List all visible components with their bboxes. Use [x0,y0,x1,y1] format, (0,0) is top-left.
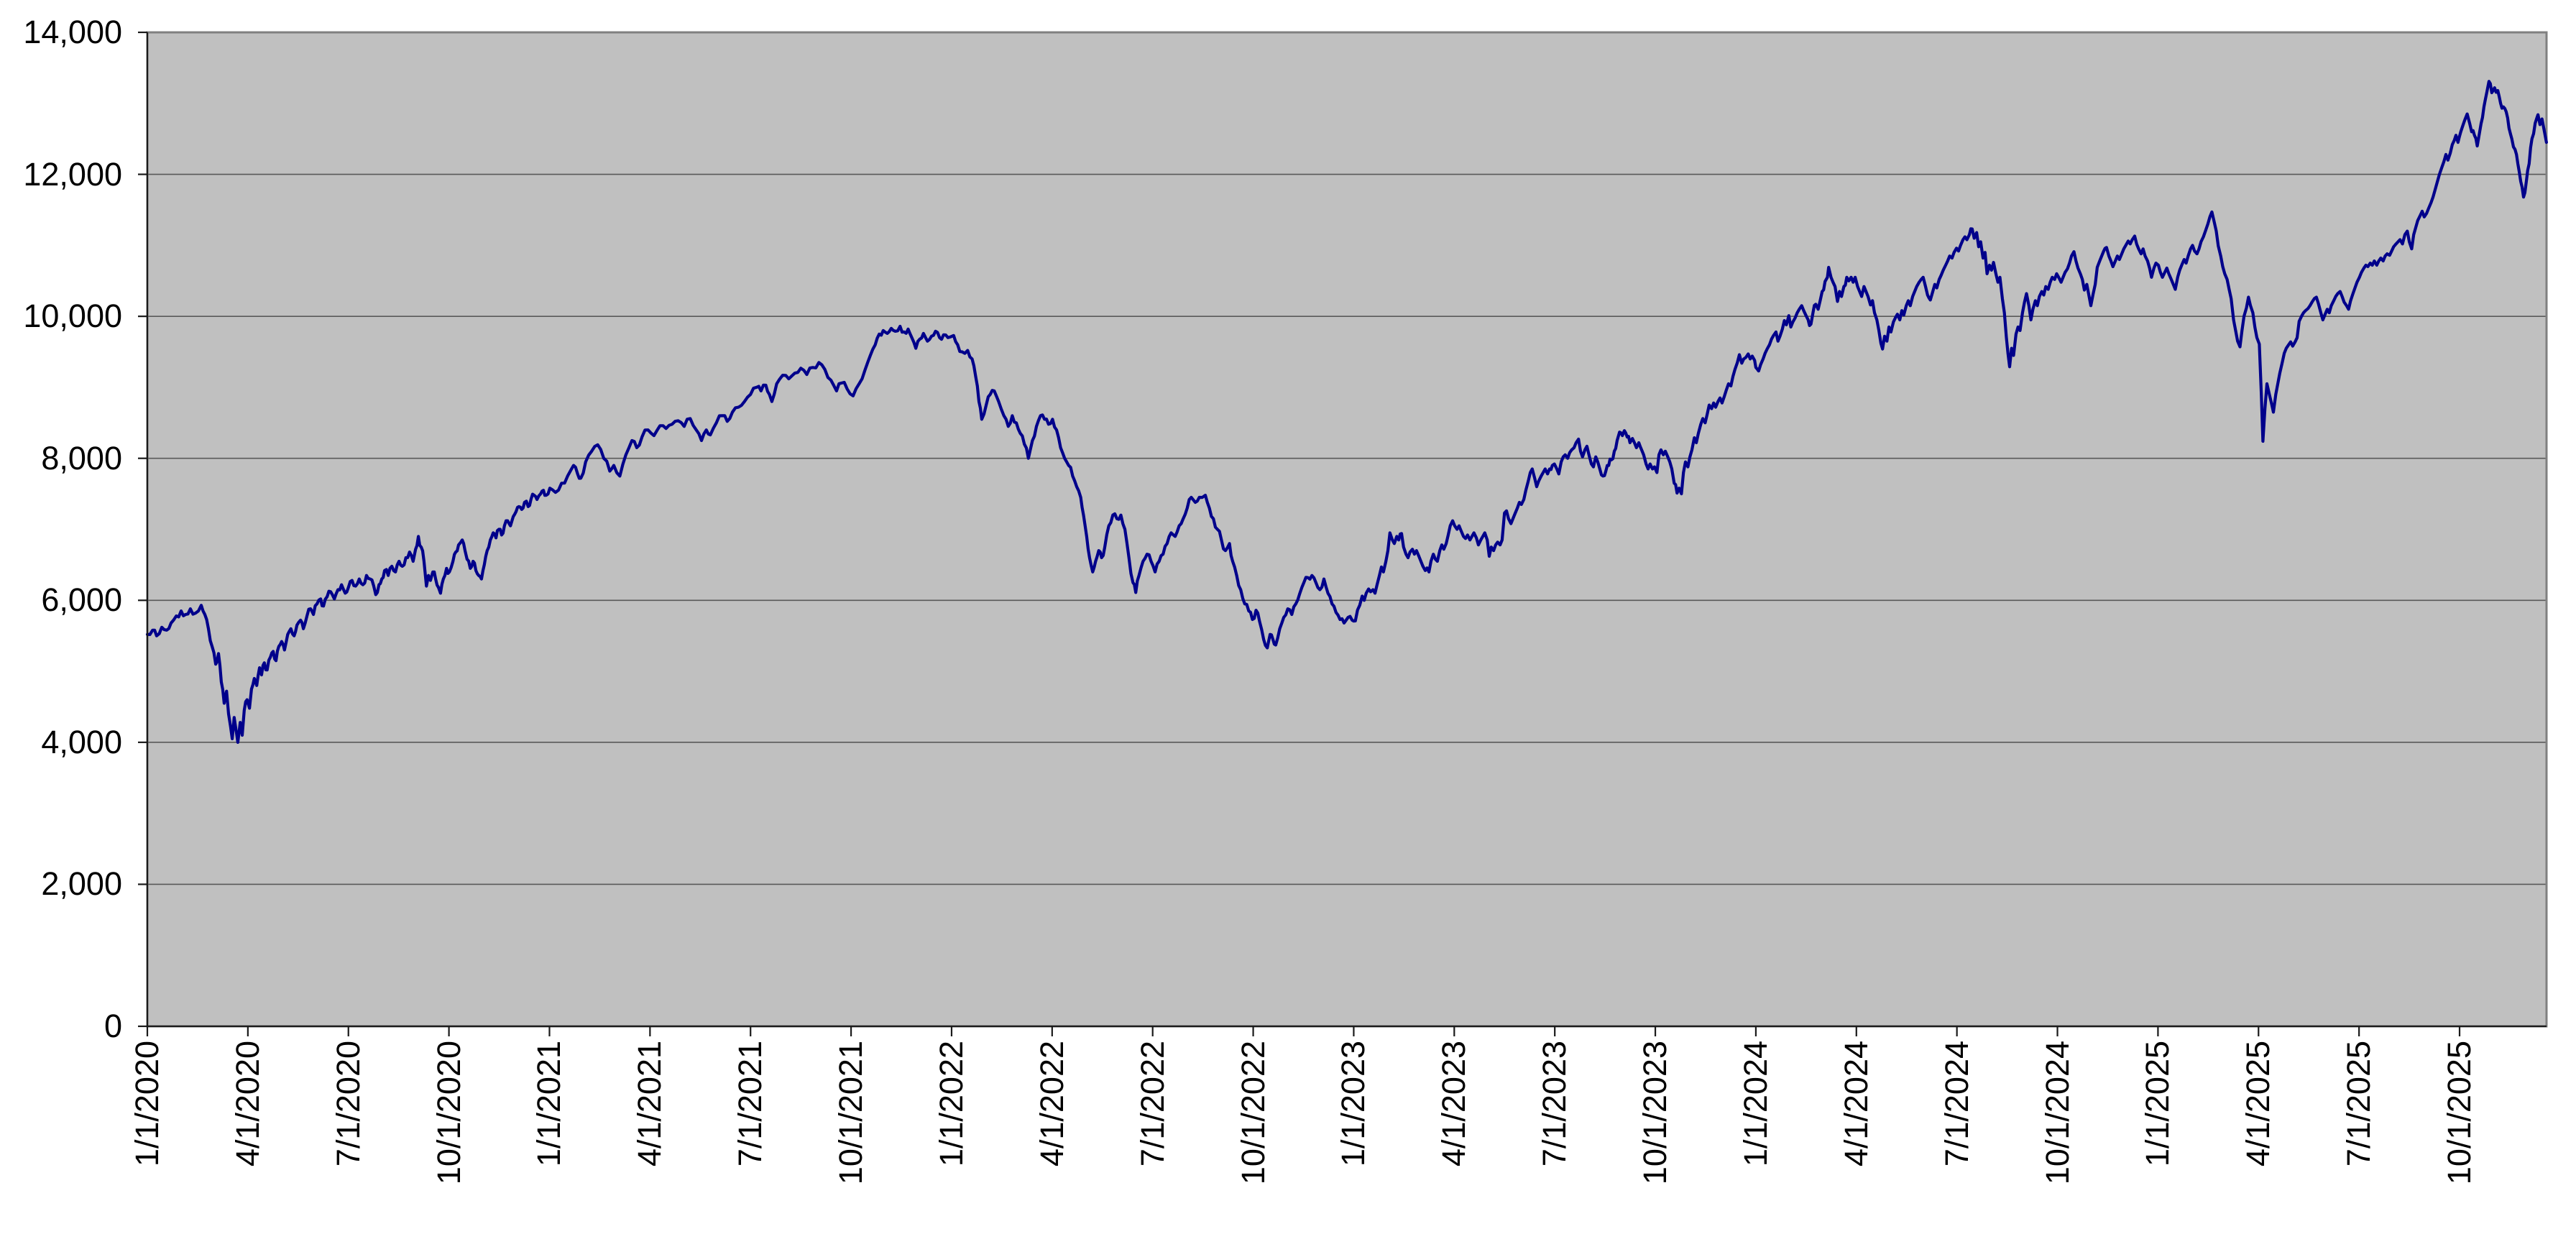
x-axis-label: 10/1/2025 [2441,1041,2478,1185]
x-axis-label: 7/1/2023 [1536,1041,1573,1167]
y-axis-label: 10,000 [23,298,122,335]
x-axis-label: 7/1/2022 [1133,1041,1171,1167]
x-axis-label: 1/1/2024 [1736,1041,1774,1167]
x-axis-label: 4/1/2023 [1435,1041,1473,1167]
x-axis-label: 7/1/2024 [1938,1041,1975,1167]
y-axis-label: 14,000 [23,14,122,50]
x-axis-label: 10/1/2021 [832,1041,870,1185]
y-axis-label: 4,000 [41,723,122,760]
x-axis-label: 4/1/2024 [1837,1041,1874,1167]
x-axis-label: 1/1/2022 [932,1041,970,1167]
x-axis-label: 4/1/2022 [1033,1041,1070,1167]
x-axis-label: 4/1/2021 [631,1041,668,1167]
y-axis-label: 0 [104,1008,122,1044]
x-axis-label: 1/1/2023 [1335,1041,1372,1167]
x-axis-label: 10/1/2023 [1637,1041,1674,1185]
x-axis-label: 7/1/2025 [2340,1041,2378,1167]
x-axis-label: 10/1/2020 [430,1041,467,1185]
data-series-line [145,80,2548,745]
x-axis-label: 7/1/2020 [329,1041,367,1167]
y-axis-label: 12,000 [23,155,122,193]
y-axis-label: 6,000 [41,581,122,619]
x-axis-label: 7/1/2021 [732,1041,769,1167]
y-axis-label: 8,000 [41,439,122,476]
x-axis-label: 4/1/2025 [2240,1041,2277,1167]
x-axis-label: 4/1/2020 [229,1041,266,1167]
x-axis-label: 10/1/2024 [2038,1041,2076,1185]
plot-area [147,32,2547,1026]
x-axis-label: 1/1/2025 [2139,1041,2176,1167]
x-axis-label: 1/1/2021 [530,1041,568,1167]
x-axis-label: 10/1/2022 [1234,1041,1271,1185]
y-axis-label: 2,000 [41,865,122,903]
x-axis-label: 1/1/2020 [129,1041,165,1167]
